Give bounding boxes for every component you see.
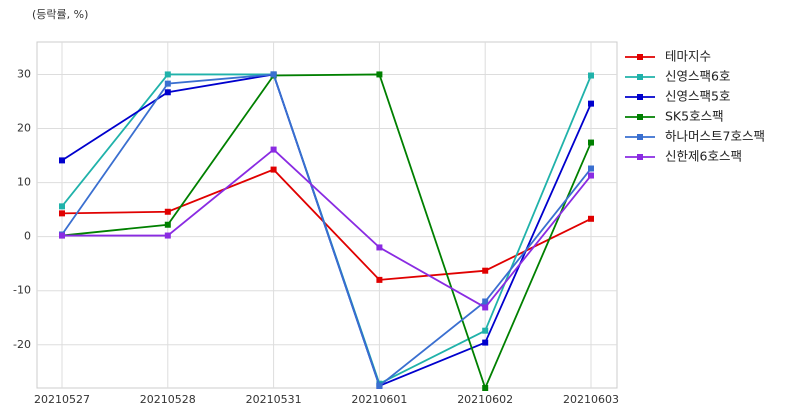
series-line	[61, 168, 592, 281]
legend-marker	[637, 54, 643, 60]
plot-area	[36, 41, 618, 389]
legend-marker	[637, 154, 643, 160]
point-marker	[482, 385, 489, 391]
point-marker	[376, 382, 383, 389]
point-marker	[588, 100, 594, 107]
y-tick-label: 30	[17, 67, 31, 80]
legend-marker	[637, 134, 643, 140]
legend-text: SK5호스팩	[665, 109, 724, 124]
point-marker	[482, 327, 489, 334]
y-tick-label: 0	[24, 230, 31, 243]
point-marker	[482, 267, 489, 274]
y-tick-label: 10	[17, 176, 31, 189]
y-tick-label: -10	[13, 284, 31, 297]
point-marker	[270, 166, 277, 173]
point-marker	[588, 172, 594, 179]
x-tick-label: 20210531	[246, 393, 302, 406]
x-tick-label: 20210528	[140, 393, 196, 406]
series-line	[61, 73, 592, 391]
point-marker	[59, 210, 65, 217]
point-marker	[482, 304, 489, 311]
legend-text: 신영스팩6호	[665, 69, 730, 84]
point-marker	[376, 276, 383, 283]
x-tick-label: 20210603	[563, 393, 619, 406]
legend-text: 신영스팩5호	[665, 89, 730, 104]
point-marker	[270, 146, 277, 153]
point-marker	[164, 71, 171, 78]
point-marker	[376, 244, 383, 251]
point-marker	[164, 208, 171, 215]
legend-marker	[637, 94, 643, 100]
x-tick-label: 20210527	[34, 393, 90, 406]
legend-text: 신한제6호스팩	[665, 149, 742, 164]
y-axis-label: (등락률, %)	[32, 8, 88, 21]
y-tick-label: 20	[17, 122, 31, 135]
point-marker	[588, 165, 594, 172]
legend-text: 하나머스트7호스팩	[665, 129, 765, 144]
y-tick-label: -20	[13, 338, 31, 351]
legend-marker	[637, 74, 643, 80]
legend-text: 테마지수	[665, 49, 711, 64]
point-marker	[588, 139, 594, 146]
point-marker	[588, 72, 594, 79]
point-marker	[59, 157, 65, 164]
point-marker	[59, 232, 65, 239]
point-marker	[59, 203, 65, 210]
legend-marker	[637, 114, 643, 120]
series-line	[62, 148, 592, 309]
x-tick-label: 20210602	[457, 393, 513, 406]
series-line	[61, 73, 592, 388]
point-marker	[482, 298, 489, 305]
point-marker	[376, 71, 383, 78]
point-marker	[482, 339, 489, 346]
point-marker	[588, 215, 594, 222]
point-marker	[270, 71, 277, 78]
point-marker	[164, 221, 171, 228]
point-marker	[164, 80, 171, 87]
x-tick-label: 20210601	[351, 393, 407, 406]
point-marker	[164, 89, 171, 96]
point-marker	[164, 232, 171, 239]
